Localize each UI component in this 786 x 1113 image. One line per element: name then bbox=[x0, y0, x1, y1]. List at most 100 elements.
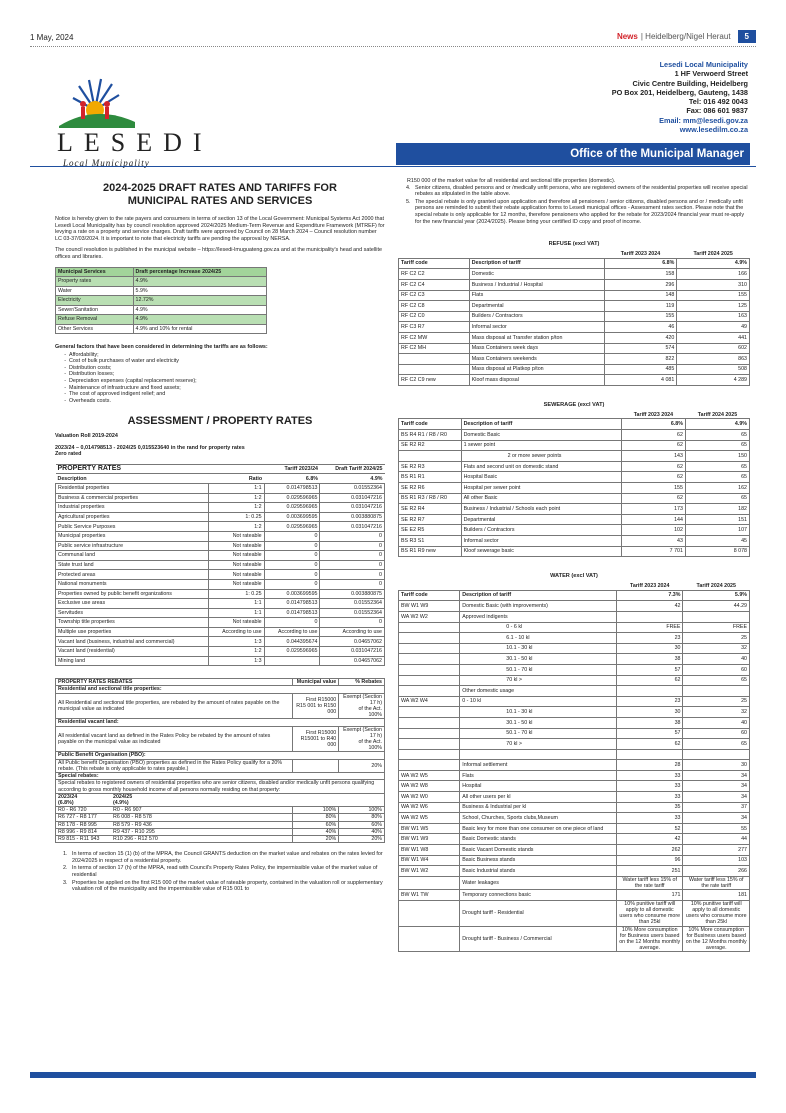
cell: 0.044395674 bbox=[263, 636, 321, 648]
cell bbox=[398, 353, 470, 365]
table-row: WA W2 W5 Flats 33 34 bbox=[398, 769, 750, 782]
group-heading: Public Benefit Organisation (PBO): bbox=[55, 751, 385, 760]
period-header: Tariff 2023 2024 Tariff 2024 2025 bbox=[399, 583, 750, 591]
cell: 1:3 bbox=[207, 636, 265, 648]
cell: State trust land bbox=[55, 559, 209, 571]
table-row: State trust land Not rateable 0 0 bbox=[55, 559, 385, 571]
cell: 166 bbox=[676, 268, 750, 280]
special-header: 2023/24 (6.8%) 2024/25 (4.9%) bbox=[55, 792, 385, 808]
cell: 0.031047216 bbox=[319, 502, 385, 513]
cell: Not rateable bbox=[207, 578, 265, 590]
cell: 38 bbox=[615, 716, 684, 729]
cell: Temporary connections basic bbox=[459, 889, 617, 901]
table-row: SE E2 R5 Builders / Contractors 102 107 bbox=[398, 524, 750, 536]
logo: LESEDI Local Municipality bbox=[55, 70, 205, 168]
cell bbox=[398, 875, 461, 891]
cell: PROPERTY RATES REBATES bbox=[55, 678, 293, 687]
tariff-table: Tariff 2023 2024 Tariff 2024 2025 Tariff c… bbox=[398, 411, 750, 558]
rebates-table: PROPERTY RATES REBATES Municipal value% R… bbox=[55, 678, 385, 844]
cell: All Public benefit Organisation (PBO) pr… bbox=[55, 758, 293, 774]
cell: 1:2 bbox=[207, 646, 265, 657]
table-row: RF C2 MH Mass Containers week days 574 602 bbox=[398, 342, 750, 355]
cell: Flats and second unit on domestic stand bbox=[460, 460, 622, 473]
cell: 171 bbox=[615, 889, 684, 901]
cell: 1:1 bbox=[207, 607, 265, 619]
table-row: BW W1 TW Temporary connections basic 171 18… bbox=[398, 889, 750, 901]
cell: 5.9% bbox=[132, 285, 268, 297]
cell: Water leakages bbox=[459, 875, 617, 891]
cell: 4.9% bbox=[676, 257, 750, 270]
section-name: News bbox=[616, 32, 638, 41]
cell bbox=[460, 583, 617, 591]
cell: SE R2 R2 bbox=[398, 439, 462, 452]
cell: 155 bbox=[676, 289, 750, 302]
cell: Tariff 2024 2025 bbox=[693, 251, 733, 258]
paper-name: | Heidelberg/Nigel Heraut bbox=[640, 32, 731, 41]
cell: School, Churches, Sports clubs,Museum bbox=[459, 812, 617, 824]
note-number: 1. bbox=[63, 851, 68, 858]
cell: 34 bbox=[682, 812, 750, 824]
cell: SE R2 R6 bbox=[398, 482, 462, 494]
cell: 162 bbox=[684, 482, 750, 494]
cell: 0.04657062 bbox=[319, 636, 385, 648]
section-title: ASSESSMENT / PROPERTY RATES bbox=[127, 415, 313, 428]
range: R6 727 - R8 177 bbox=[58, 814, 97, 821]
cell: 0 bbox=[319, 569, 385, 580]
cell: Informal sector bbox=[468, 321, 605, 333]
factor-item: Distribution costs; bbox=[69, 365, 385, 372]
cell: WA W2 W2 bbox=[398, 610, 461, 623]
cell bbox=[615, 610, 684, 623]
tariff-table: Tariff 2023 2024 Tariff 2024 2025 Tariff c… bbox=[398, 583, 750, 953]
cell: BW W1 TW bbox=[398, 889, 461, 901]
special-row: R9 815 - R11 943 R10 296 - R12 570 20% 20% bbox=[55, 834, 385, 844]
cell: According to use bbox=[207, 626, 265, 638]
cell: 60 bbox=[682, 727, 750, 740]
note-text: The special rebate is only granted upon … bbox=[415, 198, 745, 225]
note-text: In terms of section 15 (1) (b) of the MP… bbox=[72, 851, 383, 864]
cell: Tariff 2024 2025 bbox=[696, 583, 736, 590]
table-row: Vacant land (business, industrial and co… bbox=[55, 636, 385, 648]
table-row: Township title properties Not rateable 0 0 bbox=[55, 617, 385, 628]
logo-subtitle: Local Municipality bbox=[63, 158, 150, 168]
cell: Business / Industrial / Hospital bbox=[468, 278, 605, 291]
table-row: Communal land Not rateable 0 0 bbox=[55, 550, 385, 561]
range: R8 996 - R9 814 bbox=[58, 828, 97, 835]
range: R10 296 - R12 570 bbox=[113, 835, 158, 842]
table-row: 70 kl >62 65 bbox=[398, 674, 750, 687]
cell: RF C2 C0 bbox=[398, 310, 470, 323]
cell: WA W2 W5 bbox=[398, 812, 461, 824]
cell: 0 bbox=[263, 578, 321, 590]
cell bbox=[399, 251, 470, 259]
cell: RF C2 MH bbox=[398, 342, 470, 355]
right-column: R150 000 of the market value for all res… bbox=[398, 178, 750, 1068]
cell: RF C2 C9 new bbox=[398, 374, 470, 386]
cell: Mass disposal at Transfer station p/ton bbox=[468, 331, 605, 344]
cell bbox=[615, 748, 684, 761]
cell: 441 bbox=[676, 331, 750, 344]
cell: 40% bbox=[291, 827, 340, 836]
cell: Domestic Basic (with improvements) bbox=[459, 600, 617, 612]
group-row: All residential vacant land as defined i… bbox=[55, 725, 385, 753]
cell: 508 bbox=[676, 363, 750, 376]
special-row: R8 178 - R8 995 R8 579 - R9 436 60% 60% bbox=[55, 820, 385, 829]
cell: 65 bbox=[682, 674, 750, 687]
cell: 57 bbox=[615, 663, 684, 676]
table-row: Multiple use properties According to use A… bbox=[55, 626, 385, 638]
table-row: BW W1 W5 Basic levy for more than one con… bbox=[398, 822, 750, 835]
cell bbox=[459, 748, 617, 761]
cell: Basic levy for more than one consumer on… bbox=[459, 822, 617, 835]
cell: Description bbox=[55, 473, 209, 484]
footer-bar bbox=[30, 1072, 756, 1078]
cell: 6.8% bbox=[620, 418, 686, 431]
cell: Tariff 2023 2024 bbox=[633, 411, 674, 418]
cell: 1:2 bbox=[207, 492, 265, 504]
table-row: 70 kl >62 65 bbox=[398, 738, 750, 750]
cell: 62 bbox=[620, 429, 686, 441]
cell: WA W2 W4 bbox=[398, 695, 461, 708]
factor-item: Overheads costs. bbox=[69, 398, 385, 405]
cell: 158 bbox=[603, 268, 678, 280]
cell: Builders / Contractors bbox=[468, 310, 605, 323]
table-row: Electricity 12.72% bbox=[55, 295, 268, 306]
cell: 8 078 bbox=[684, 545, 750, 558]
cell: Business / Industrial / Schools each poi… bbox=[460, 503, 622, 515]
